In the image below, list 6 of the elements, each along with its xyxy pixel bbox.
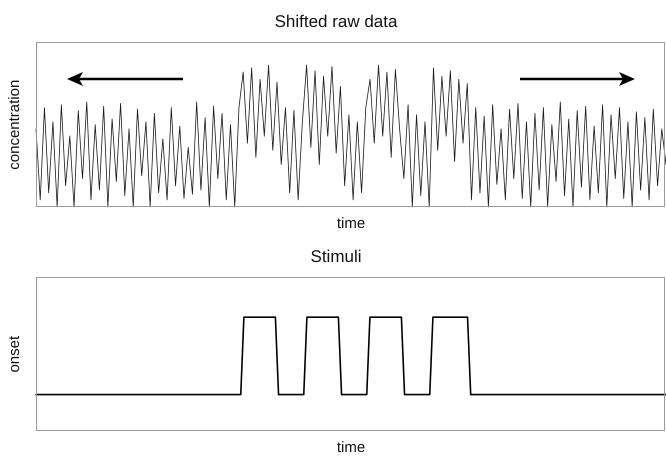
x-axis-title: time bbox=[336, 215, 366, 232]
x-axis-title: time bbox=[336, 439, 366, 456]
y-axis-title: onset bbox=[6, 335, 24, 373]
chart-title: Stimuli bbox=[310, 246, 362, 266]
y-axis-title: concentration bbox=[6, 80, 24, 170]
chart-title: Shifted raw data bbox=[274, 12, 398, 31]
